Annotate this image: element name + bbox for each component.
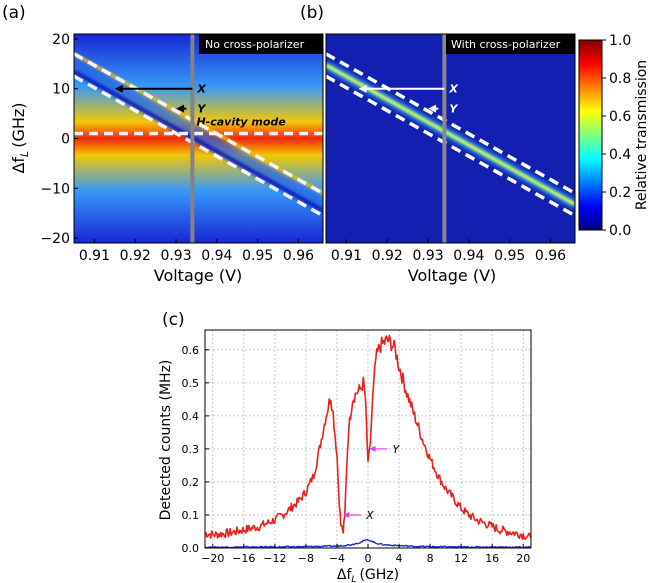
xlabel-c-sub: L bbox=[351, 575, 356, 583]
ylabel-a-sub: L bbox=[18, 151, 31, 157]
arrow-head-x bbox=[114, 84, 123, 93]
colorbar-tick-label: 0.8 bbox=[609, 71, 631, 87]
xtick-label: 12 bbox=[454, 552, 468, 565]
colorbar-label: Relative transmission bbox=[634, 60, 650, 210]
xtick-label: 20 bbox=[516, 552, 530, 565]
colorbar-tick-label: 0.4 bbox=[609, 147, 631, 163]
heatmap-a-noise bbox=[74, 34, 323, 243]
annotation-arrowhead-y bbox=[369, 445, 376, 452]
panel-c-label: (c) bbox=[162, 310, 185, 330]
xtick-label: 8 bbox=[427, 552, 434, 565]
xlabel-c: ΔfL (GHz) bbox=[337, 567, 399, 583]
annotation-y: Y bbox=[197, 103, 206, 116]
tag-a-box bbox=[199, 34, 323, 54]
xtick-label: 0.93 bbox=[160, 248, 191, 264]
lower-branch bbox=[74, 69, 323, 213]
xtick-label: 0.91 bbox=[79, 248, 110, 264]
xtick-label: 0.92 bbox=[120, 248, 151, 264]
panel-a-label: (a) bbox=[2, 3, 26, 23]
xlabel-c-main: Δf bbox=[337, 567, 353, 583]
panel-c: (c) X Y −20 −16 −12 −8 −4 0 4 8 12 16 20 0.0 0.1 0.2 0.… bbox=[158, 310, 532, 583]
ytick-label: −10 bbox=[40, 181, 70, 197]
series-line-blue bbox=[205, 539, 531, 548]
xtick-label: 0.96 bbox=[535, 248, 566, 264]
xtick-label: 0.95 bbox=[242, 248, 273, 264]
xtick-label: −16 bbox=[232, 552, 255, 565]
xlabel-b: Voltage (V) bbox=[408, 266, 497, 285]
series-line-red bbox=[205, 334, 531, 541]
arrow-head-y bbox=[428, 104, 437, 113]
ytick-label: 0.4 bbox=[182, 410, 200, 423]
arrow-head-y bbox=[176, 104, 185, 113]
annotation-label-x: X bbox=[365, 509, 374, 522]
xlabel-a: Voltage (V) bbox=[154, 266, 243, 285]
ylabel-a-main: Δf bbox=[9, 157, 28, 174]
ytick-label: 20 bbox=[52, 32, 70, 48]
colorbar-tick-label: 1.0 bbox=[609, 33, 631, 49]
ytick-label: 0.1 bbox=[182, 509, 200, 522]
xlabel-c-unit: (GHz) bbox=[359, 567, 399, 583]
colorbar-tick-label: 0.6 bbox=[609, 109, 631, 125]
xtick-label: 0.95 bbox=[494, 248, 525, 264]
heatmap-a: H-cavity mode XY bbox=[74, 34, 323, 243]
tag-b: With cross-polarizer bbox=[451, 38, 561, 51]
ytick-label: −20 bbox=[40, 231, 70, 247]
panel-b: (b) XY With cross-polarizer 0.91 0.92 0.93… bbox=[300, 3, 576, 285]
colorbar-tick-label: 0.2 bbox=[609, 185, 631, 201]
colorbar-gradient bbox=[578, 39, 603, 231]
annotation-x: X bbox=[196, 83, 206, 96]
xtick-label: 0.92 bbox=[372, 248, 403, 264]
tag-a: No cross-polarizer bbox=[205, 38, 305, 51]
xtick-label: −4 bbox=[329, 552, 345, 565]
arrow-head-x bbox=[358, 84, 367, 93]
xtick-label: 4 bbox=[396, 552, 403, 565]
ytick-label: 0 bbox=[61, 132, 70, 148]
ylabel-c: Detected counts (MHz) bbox=[158, 360, 174, 521]
ytick-label: 0.2 bbox=[182, 476, 200, 489]
ylabel-a: ΔfL (GHz) bbox=[9, 102, 31, 173]
annotation-x: X bbox=[448, 83, 458, 96]
upper-branch bbox=[74, 52, 323, 195]
annotation-y: Y bbox=[449, 103, 458, 116]
ylabel-a-unit: (GHz) bbox=[9, 102, 28, 147]
annotation-arrowhead-x bbox=[343, 511, 350, 518]
cavity-mode-label: H-cavity mode bbox=[196, 116, 286, 129]
panel-a: (a) H-cavity mode XY No cross-polarizer 0… bbox=[2, 3, 324, 285]
xtick-label: 16 bbox=[485, 552, 499, 565]
colorbar: 1.0 0.8 0.6 0.4 0.2 0.0 Relative transmission bbox=[578, 33, 650, 239]
ytick-label: 0.0 bbox=[182, 542, 200, 555]
xtick-label: 0.94 bbox=[453, 248, 484, 264]
xtick-label: 0 bbox=[365, 552, 372, 565]
xtick-label: 0.93 bbox=[412, 248, 443, 264]
panel-b-label: (b) bbox=[300, 3, 324, 23]
heatmap-b: XY bbox=[326, 34, 575, 243]
xtick-label: 0.91 bbox=[331, 248, 362, 264]
ytick-label: 0.3 bbox=[182, 443, 200, 456]
xtick-label: −12 bbox=[263, 552, 286, 565]
colorbar-tick-label: 0.0 bbox=[609, 223, 631, 239]
ytick-label: 0.5 bbox=[182, 377, 200, 390]
xtick-label: −8 bbox=[298, 552, 314, 565]
xtick-label: −20 bbox=[201, 552, 224, 565]
ytick-label: 0.6 bbox=[182, 344, 200, 357]
ytick-label: 10 bbox=[52, 82, 70, 98]
xtick-label: 0.94 bbox=[201, 248, 232, 264]
xtick-label: 0.96 bbox=[283, 248, 314, 264]
tag-b-box bbox=[446, 34, 575, 54]
annotation-label-y: Y bbox=[393, 443, 401, 456]
